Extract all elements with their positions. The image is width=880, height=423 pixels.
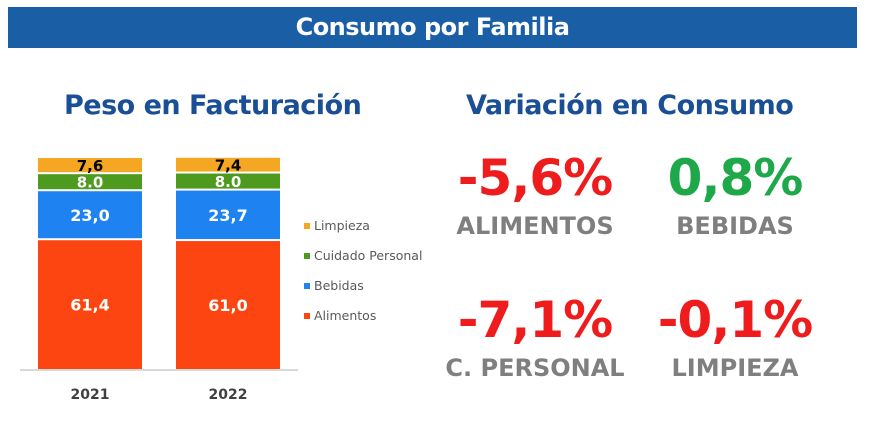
kpi-value: -0,1% [657,291,813,349]
kpi-value: -7,1% [457,291,613,349]
data-label: 61,4 [70,296,109,315]
kpi-label: C. PERSONAL [445,354,625,382]
kpi-label: LIMPIEZA [671,354,799,382]
legend-swatch [304,253,310,259]
legend-swatch [304,283,310,289]
data-label: 23,7 [208,206,247,225]
right-title: Variación en Consumo [466,90,794,121]
legend-label: Bebidas [314,278,364,293]
bar-bebidas-2021 [38,191,142,239]
legend-label: Alimentos [314,308,376,323]
kpi-card: -7,1% C. PERSONAL [425,292,645,382]
x-tick-label: 2021 [71,387,110,403]
stacked-bar-chart: 61,423,08.07,6202161,023,78.07,42022Limp… [20,156,422,403]
bar-cuidado-personal-2022 [176,173,280,189]
kpi-value: -5,6% [457,149,613,207]
kpi-card: -5,6% ALIMENTOS [425,150,645,240]
left-title: Peso en Facturación [64,90,362,121]
legend-swatch [304,313,310,319]
kpi-card: -0,1% LIMPIEZA [625,292,845,382]
bar-limpieza-2021 [38,158,142,173]
header-banner: Consumo por Familia [8,7,857,48]
legend-swatch [304,223,310,229]
x-tick-label: 2022 [209,387,248,403]
kpi-card: 0,8% BEBIDAS [625,150,845,240]
data-label: 8.0 [215,173,242,191]
bar-limpieza-2022 [176,157,280,172]
bar-cuidado-personal-2021 [38,174,142,190]
data-label: 7,6 [77,157,104,175]
data-label: 8.0 [77,173,104,191]
kpi-label: ALIMENTOS [456,212,614,240]
data-label: 7,4 [215,156,242,174]
data-label: 23,0 [70,206,109,225]
kpi-label: BEBIDAS [676,212,794,240]
kpi-value: 0,8% [667,149,804,207]
bar-bebidas-2022 [176,190,280,240]
legend-label: Limpieza [314,218,370,233]
bar-alimentos-2022 [176,241,280,369]
header-title: Consumo por Familia [295,13,570,41]
legend-label: Cuidado Personal [314,248,422,263]
data-label: 61,0 [208,296,247,315]
bar-alimentos-2021 [38,240,142,369]
